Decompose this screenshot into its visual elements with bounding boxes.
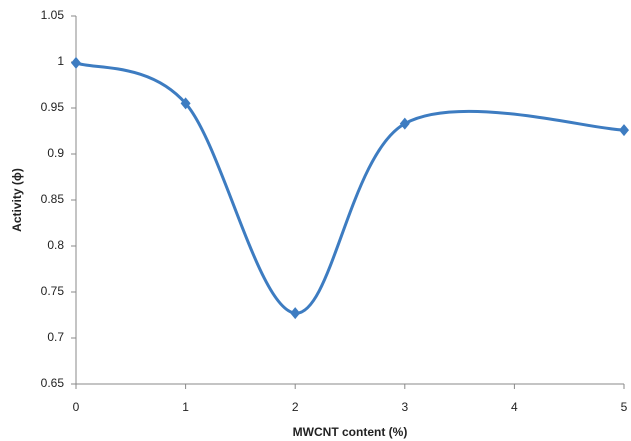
y-tick-label: 1.05 [41, 8, 65, 22]
x-tick-label: 3 [401, 400, 408, 414]
x-tick-label: 1 [182, 400, 189, 414]
data-point [180, 97, 191, 110]
y-tick-label: 0.7 [47, 330, 64, 344]
y-tick-label: 0.65 [41, 376, 65, 390]
x-tick-label: 2 [292, 400, 299, 414]
x-tick-label: 5 [621, 400, 628, 414]
x-tick-label: 4 [511, 400, 518, 414]
y-tick-label: 0.85 [41, 192, 65, 206]
y-axis-title: Activity (ϕ) [10, 168, 24, 232]
data-point [399, 117, 410, 130]
y-tick-label: 1 [57, 54, 64, 68]
x-tick-label: 0 [73, 400, 80, 414]
data-point [619, 124, 629, 137]
y-tick-label: 0.75 [41, 284, 65, 298]
data-line [75, 61, 625, 315]
data-point [71, 56, 81, 69]
x-axis-title: MWCNT content (%) [293, 425, 408, 439]
y-tick-label: 0.9 [47, 146, 64, 160]
y-tick-label: 0.95 [41, 100, 65, 114]
data-point [290, 307, 301, 320]
y-tick-label: 0.8 [47, 238, 64, 252]
